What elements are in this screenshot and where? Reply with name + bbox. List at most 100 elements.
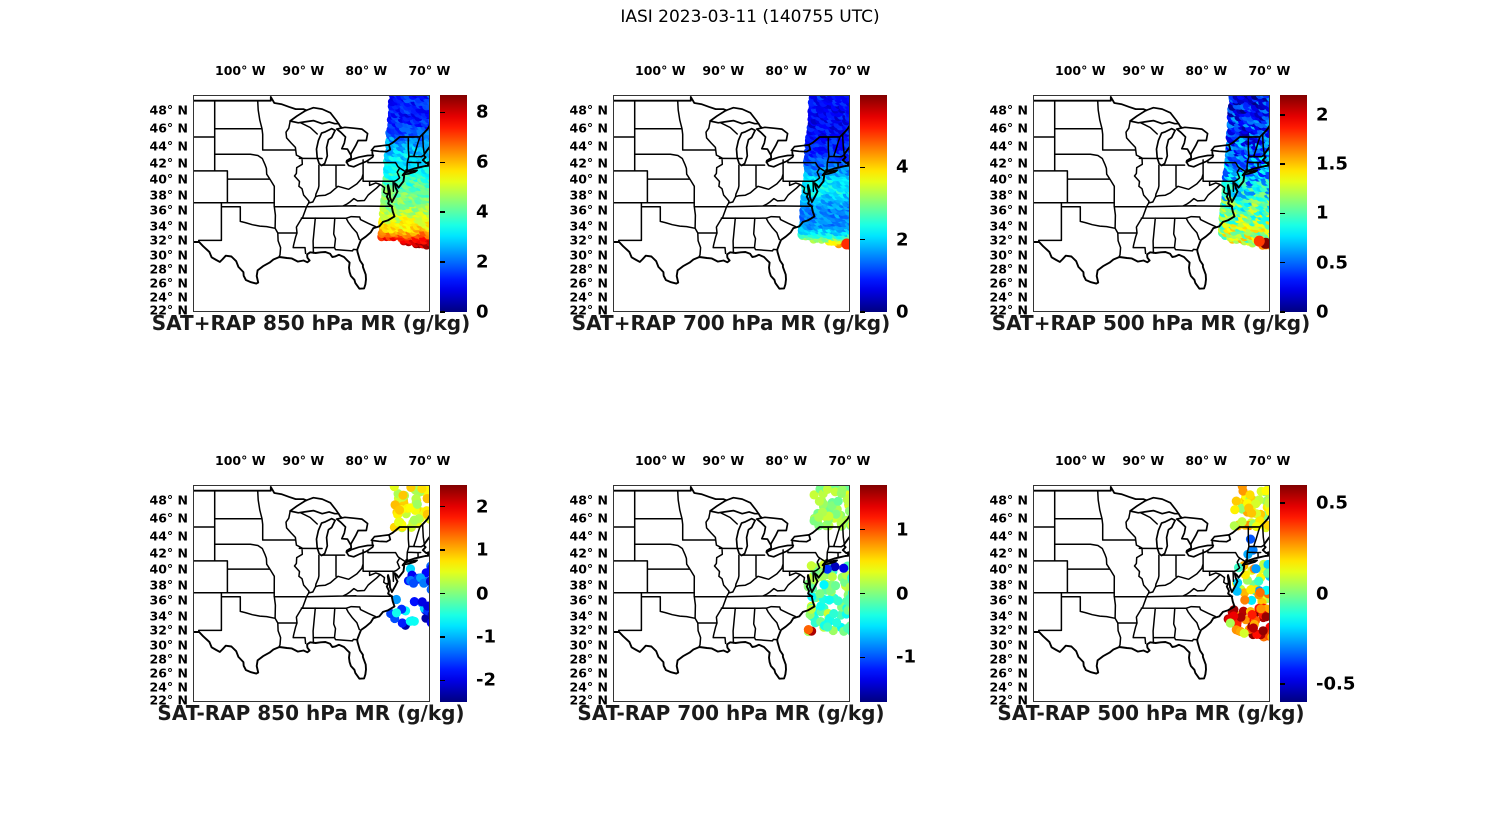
lat-tick-label: 22° N xyxy=(569,692,608,708)
colorbar-tick-label: 2 xyxy=(476,496,489,518)
lat-tick-label: 32° N xyxy=(149,232,188,248)
lat-tick-label: 36° N xyxy=(149,202,188,218)
panel-title: SAT+RAP 500 hPa MR (g/kg) xyxy=(991,311,1311,335)
map-svg xyxy=(193,95,430,312)
lat-tick-label: 34° N xyxy=(989,218,1028,234)
lat-tick-label: 22° N xyxy=(989,692,1028,708)
colorbar-tick-mark xyxy=(860,528,865,531)
data-dot xyxy=(833,496,843,506)
lat-tick-label: 46° N xyxy=(569,510,608,526)
lat-tick-label: 36° N xyxy=(149,592,188,608)
data-dot xyxy=(814,512,824,522)
geo-borders-layer xyxy=(1033,96,1270,290)
lat-axis: 48° N 46° N 44° N 42° N 40° N 38° N 36° N 34° N… xyxy=(960,95,1028,318)
data-dot xyxy=(1246,585,1256,595)
map-frame xyxy=(613,485,850,702)
data-dot-outlier xyxy=(803,625,813,635)
lat-tick-label: 28° N xyxy=(569,261,608,277)
colorbar-tick-label: 0.5 xyxy=(1316,492,1348,514)
data-dot xyxy=(1264,498,1270,508)
data-dot xyxy=(1255,587,1265,598)
panel-title: SAT+RAP 700 hPa MR (g/kg) xyxy=(571,311,891,335)
lon-axis: 100° W 90° W 80° W 70° W xyxy=(193,63,450,81)
colorbar-tick-mark xyxy=(440,261,445,263)
colorbar: 0 0.5 1 1.5 2 xyxy=(1280,95,1370,323)
colorbar-tick-label: 4 xyxy=(896,156,909,178)
colorbar-tick-mark xyxy=(1280,502,1285,504)
data-dot xyxy=(843,605,850,615)
lat-tick-label: 32° N xyxy=(569,622,608,638)
lat-tick-label: 26° N xyxy=(149,275,188,291)
panel-sat-plus-rap-850: 100° W 90° W 80° W 70° W 48° N 46° N 44° N 42°… xyxy=(120,55,530,355)
data-dot xyxy=(408,578,419,588)
data-dot xyxy=(397,618,407,628)
colorbar-tick-mark xyxy=(860,656,865,659)
lat-tick-label: 30° N xyxy=(149,247,188,263)
lat-tick-label: 28° N xyxy=(149,651,188,667)
geo-borders-layer xyxy=(613,96,850,290)
data-dot xyxy=(1261,486,1270,496)
lat-tick-label: 30° N xyxy=(569,637,608,653)
data-dot xyxy=(1263,568,1270,578)
data-dot xyxy=(824,595,834,605)
lat-tick-label: 24° N xyxy=(989,679,1028,695)
map-canvas xyxy=(193,95,430,312)
colorbar-tick-label: -1 xyxy=(476,626,496,648)
data-dot xyxy=(1263,559,1270,570)
lat-tick-label: 34° N xyxy=(149,218,188,234)
lon-axis: 100° W 90° W 80° W 70° W xyxy=(193,453,450,471)
lat-tick-label: 28° N xyxy=(149,261,188,277)
lat-tick-label: 40° N xyxy=(989,171,1028,187)
lat-axis: 48° N 46° N 44° N 42° N 40° N 38° N 36° N 34° N… xyxy=(540,95,608,318)
colorbar-tick-label: 6 xyxy=(476,151,489,173)
data-dot xyxy=(827,572,837,582)
data-dot xyxy=(1247,610,1257,620)
lat-tick-label: 30° N xyxy=(149,637,188,653)
lat-tick-label: 32° N xyxy=(989,622,1028,638)
lat-tick-label: 42° N xyxy=(569,155,608,171)
colorbar-tick-label: 4 xyxy=(476,201,489,223)
lat-tick-label: 32° N xyxy=(149,622,188,638)
lat-tick-label: 42° N xyxy=(989,155,1028,171)
data-dot xyxy=(822,622,833,632)
map-svg xyxy=(1033,95,1270,312)
colorbar-tick-label: 0 xyxy=(896,583,909,604)
colorbar-tick-label: 1 xyxy=(476,539,489,561)
colorbar-tick-mark xyxy=(860,592,865,595)
data-dot xyxy=(1247,595,1257,605)
lat-tick-label: 44° N xyxy=(149,138,188,154)
data-dot xyxy=(844,497,850,507)
lat-tick-label: 40° N xyxy=(569,171,608,187)
lat-tick-label: 38° N xyxy=(569,577,608,593)
lat-tick-label: 42° N xyxy=(569,545,608,561)
lat-tick-label: 48° N xyxy=(989,492,1028,508)
data-dot xyxy=(1265,507,1270,517)
data-dot xyxy=(389,485,399,492)
colorbar-tick-mark xyxy=(440,592,445,595)
map-svg xyxy=(613,95,850,312)
colorbar-tick-label: 1 xyxy=(1316,202,1329,224)
data-dot xyxy=(394,517,404,527)
colorbar-gradient xyxy=(440,95,467,312)
colorbar-gradient xyxy=(860,95,887,312)
lat-axis: 48° N 46° N 44° N 42° N 40° N 38° N 36° N 34° N… xyxy=(120,485,188,708)
colorbar-tick-mark xyxy=(860,166,865,169)
lon-tick-label: 80° W xyxy=(1185,453,1228,468)
lat-axis: 48° N 46° N 44° N 42° N 40° N 38° N 36° N 34° N… xyxy=(540,485,608,708)
colorbar-tick-mark xyxy=(1280,113,1285,116)
lat-tick-label: 24° N xyxy=(149,289,188,305)
data-dot-outlier xyxy=(830,562,840,572)
data-dot xyxy=(1256,604,1266,614)
colorbar-tick-mark xyxy=(860,311,865,313)
data-dot xyxy=(809,490,819,500)
data-dot xyxy=(831,509,841,519)
lat-tick-label: 42° N xyxy=(149,155,188,171)
data-dot xyxy=(1230,505,1240,515)
map-frame xyxy=(1033,95,1270,312)
colorbar-tick-mark xyxy=(1280,163,1285,165)
panel-sat-minus-rap-500: 100° W 90° W 80° W 70° W 48° N 46° N 44° N 42°… xyxy=(960,445,1370,745)
colorbar-tick-mark xyxy=(1280,592,1285,595)
lat-tick-label: 24° N xyxy=(569,679,608,695)
data-dot xyxy=(837,485,847,495)
